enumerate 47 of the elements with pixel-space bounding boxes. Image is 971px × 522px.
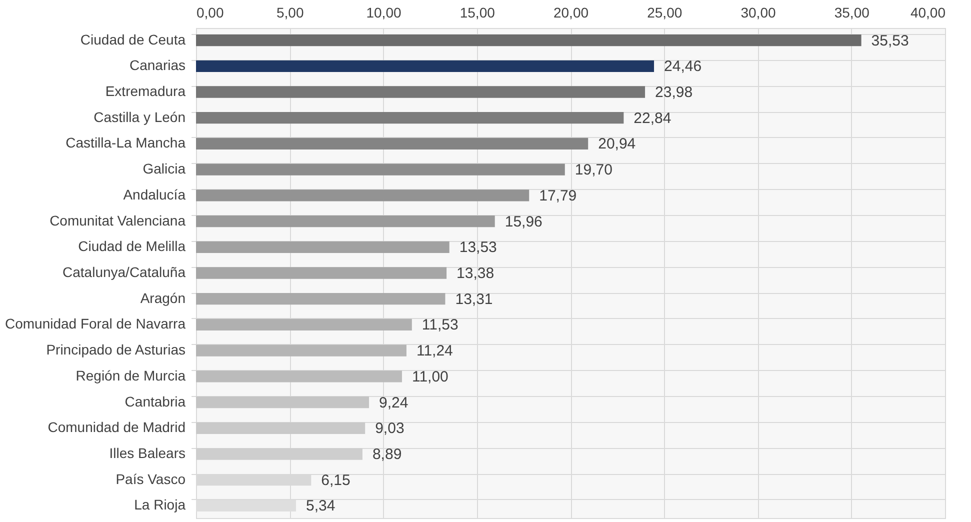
y-tick-label: Andalucía [123,186,186,202]
data-label: 11,53 [422,316,458,334]
y-tick-label: Castilla y León [94,108,186,125]
y-tick-label: Cantabria [124,393,186,410]
y-tick-label: Ciudad de Ceuta [80,31,186,48]
data-label: 17,79 [539,187,577,204]
x-tick-label: 15,00 [460,4,496,20]
data-label: 35,53 [871,32,909,50]
data-label: 5,34 [306,498,336,515]
y-tick-label: Galicia [142,160,186,177]
data-label: 20,94 [598,136,636,153]
data-label: 24,46 [664,58,702,76]
x-tick-label: 30,00 [740,4,776,20]
y-tick-label: La Rioja [134,496,186,513]
y-tick-label: País Vasco [116,470,186,487]
y-tick-label: Extremadura [105,82,186,99]
data-label: 6,15 [321,472,350,489]
data-label: 9,03 [375,420,404,438]
y-tick-label: Catalunya/Cataluña [62,264,186,280]
data-label: 13,53 [459,239,497,256]
data-label: 15,96 [504,213,542,230]
x-tick-label: 40,00 [910,4,946,20]
x-tick-label: 0,00 [196,4,224,20]
y-tick-label: Principado de Asturias [46,342,186,358]
x-tick-label: 5,00 [276,4,304,20]
x-tick-label: 25,00 [647,4,682,20]
x-tick-label: 10,00 [366,4,402,20]
y-tick-label: Aragón [140,290,186,306]
data-label: 13,38 [456,265,494,282]
data-label: 19,70 [574,162,612,179]
y-tick-label: Comunidad de Madrid [48,419,186,436]
data-label: 8,89 [372,446,402,464]
data-label: 13,31 [455,290,493,308]
data-label: 23,98 [655,84,693,101]
y-tick-label: Canarias [129,57,186,74]
y-tick-label: Castilla-La Mancha [66,134,186,151]
x-tick-label: 35,00 [834,4,870,20]
y-tick-label: Comunitat Valenciana [50,212,186,228]
y-tick-label: Illes Balears [109,445,186,462]
y-tick-label: Región de Murcia [76,367,186,384]
data-label: 11,00 [412,368,448,386]
data-label: 22,84 [634,110,672,127]
data-label: 11,24 [416,342,453,360]
data-label: 9,24 [379,394,408,412]
y-tick-label: Comunidad Foral de Navarra [4,316,186,332]
x-tick-label: 20,00 [553,4,589,20]
y-tick-label: Ciudad de Melilla [78,238,186,254]
